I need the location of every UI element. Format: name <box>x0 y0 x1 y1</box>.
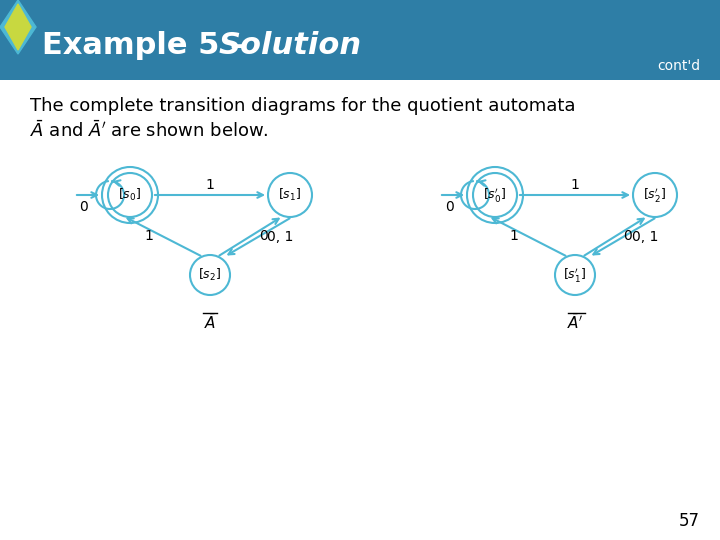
Text: 0: 0 <box>445 200 454 214</box>
Polygon shape <box>5 4 31 50</box>
Text: 1: 1 <box>570 178 580 192</box>
Text: 0, 1: 0, 1 <box>267 230 293 244</box>
Text: $[s_2]$: $[s_2]$ <box>199 267 222 283</box>
Polygon shape <box>0 0 36 54</box>
Bar <box>0 0 720 80</box>
Text: $[s_1']$: $[s_1']$ <box>564 266 587 284</box>
Text: $\bar{A}'$: $\bar{A}'$ <box>567 313 583 332</box>
Text: $\bar{A}$ and $\bar{A}'$ are shown below.: $\bar{A}$ and $\bar{A}'$ are shown below… <box>30 120 269 140</box>
Text: cont'd: cont'd <box>657 59 700 73</box>
Text: The complete transition diagrams for the quotient automata: The complete transition diagrams for the… <box>30 97 575 115</box>
Text: 1: 1 <box>145 230 153 244</box>
Text: 0, 1: 0, 1 <box>632 230 658 244</box>
Text: $[s_1]$: $[s_1]$ <box>279 187 302 203</box>
Text: 0: 0 <box>624 230 632 244</box>
Text: Example 5 –: Example 5 – <box>42 30 256 59</box>
Text: 1: 1 <box>510 230 518 244</box>
Text: 1: 1 <box>206 178 215 192</box>
Text: $[s_2']$: $[s_2']$ <box>644 186 667 204</box>
Text: $\bar{A}$: $\bar{A}$ <box>204 313 216 332</box>
Text: $[s_0]$: $[s_0]$ <box>119 187 142 203</box>
Text: 57: 57 <box>679 512 700 530</box>
Text: 0: 0 <box>80 200 89 214</box>
Text: $[s_0']$: $[s_0']$ <box>483 186 507 204</box>
Text: Solution: Solution <box>219 30 362 59</box>
Text: 0: 0 <box>258 230 267 244</box>
